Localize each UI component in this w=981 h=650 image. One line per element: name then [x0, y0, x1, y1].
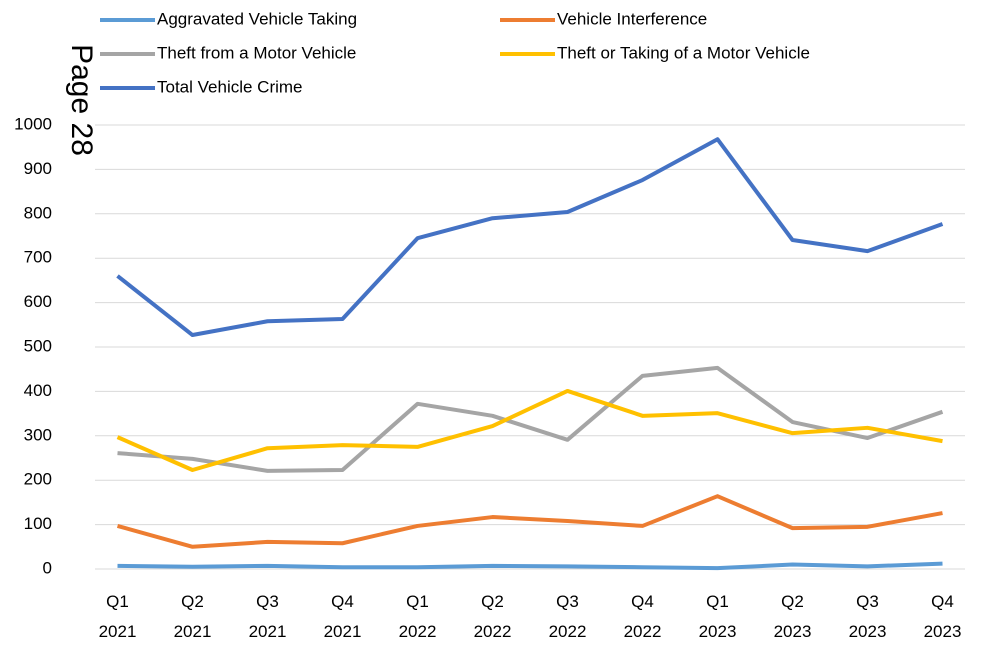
- y-tick-label: 500: [24, 336, 52, 355]
- legend-label: Total Vehicle Crime: [157, 77, 303, 96]
- x-tick-label: Q3 2021: [249, 592, 287, 641]
- series-line: [116, 388, 943, 472]
- y-tick-label: 200: [24, 470, 52, 489]
- x-tick-label: Q2 2023: [774, 592, 812, 641]
- y-tick-label: 900: [24, 159, 52, 178]
- series-line: [116, 137, 944, 338]
- legend-label: Vehicle Interference: [557, 9, 707, 28]
- x-tick-label: Q4 2021: [324, 592, 362, 641]
- annotation: Page 28: [65, 44, 98, 156]
- x-tick-label: Q3 2022: [549, 592, 587, 641]
- y-tick-label: 300: [24, 425, 52, 444]
- series-line: [117, 365, 944, 473]
- y-tick-label: 600: [24, 292, 52, 311]
- x-tick-label: Q4 2023: [924, 592, 962, 641]
- x-tick-label: Q4 2022: [624, 592, 662, 641]
- legend-label: Aggravated Vehicle Taking: [157, 9, 357, 28]
- x-tick-label: Q1 2021: [99, 592, 137, 641]
- legend-label: Theft or Taking of a Motor Vehicle: [557, 43, 810, 62]
- y-tick-label: 800: [24, 203, 52, 222]
- x-tick-label: Q1 2023: [699, 592, 737, 641]
- y-tick-label: 1000: [14, 114, 52, 133]
- y-tick-label: 700: [24, 248, 52, 267]
- x-tick-label: Q1 2022: [399, 592, 437, 641]
- y-tick-label: 0: [43, 558, 52, 577]
- legend-label: Theft from a Motor Vehicle: [157, 43, 356, 62]
- y-tick-label: 100: [24, 514, 52, 533]
- x-tick-label: Q3 2023: [849, 592, 887, 641]
- y-tick-label: 400: [24, 381, 52, 400]
- x-tick-label: Q2 2021: [174, 592, 212, 641]
- series-line: [116, 494, 943, 549]
- series-line: [117, 561, 943, 571]
- x-tick-label: Q2 2022: [474, 592, 512, 641]
